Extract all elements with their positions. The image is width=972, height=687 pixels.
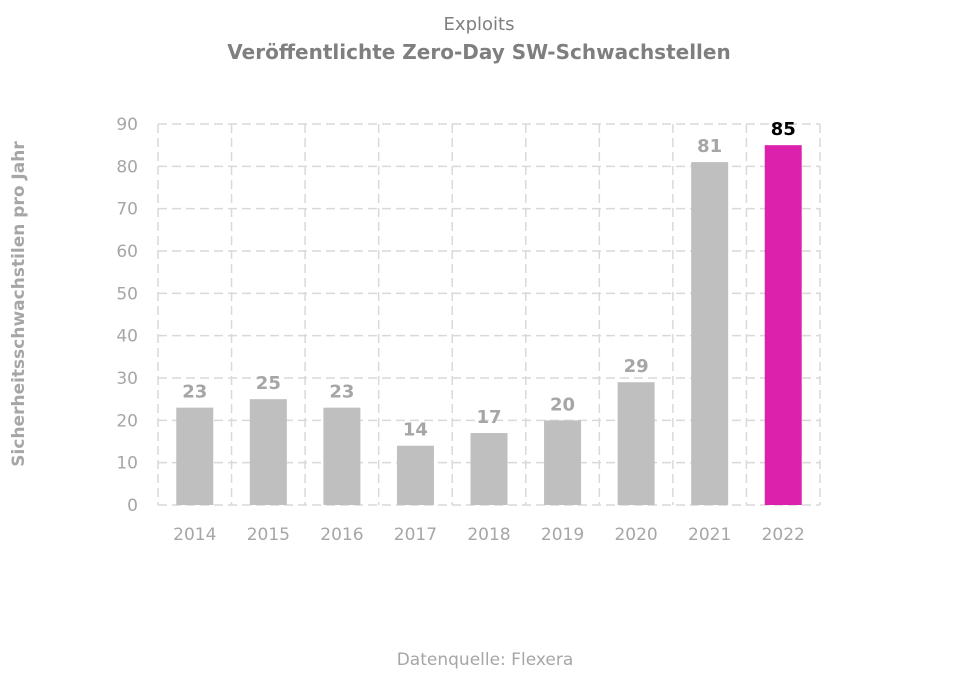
- data-label-2018: 17: [476, 407, 501, 428]
- data-label-2015: 25: [256, 373, 281, 394]
- y-tick-label: 0: [127, 496, 138, 516]
- data-label-2017: 14: [403, 420, 428, 441]
- x-tick-label-2022: 2022: [762, 525, 805, 545]
- data-label-2016: 23: [329, 382, 354, 403]
- bar-2018: [470, 433, 508, 505]
- data-source-note: Datenquelle: Flexera: [397, 650, 574, 670]
- bar-2022: [764, 145, 802, 505]
- x-tick-label-2019: 2019: [541, 525, 584, 545]
- x-tick-label-2021: 2021: [688, 525, 731, 545]
- bar-2021: [691, 162, 729, 505]
- x-tick-label-2017: 2017: [394, 525, 437, 545]
- chart-supertitle: Exploits: [444, 14, 515, 35]
- y-tick-label: 90: [116, 115, 138, 135]
- y-tick-label: 20: [116, 411, 138, 431]
- bar-2019: [544, 420, 582, 505]
- x-tick-label-2014: 2014: [173, 525, 216, 545]
- x-tick-label-2015: 2015: [247, 525, 290, 545]
- x-tick-label-2018: 2018: [467, 525, 510, 545]
- y-tick-label: 60: [116, 242, 138, 262]
- y-tick-label: 30: [116, 369, 138, 389]
- bar-2015: [249, 399, 287, 505]
- bar-series: [176, 145, 802, 505]
- y-tick-label: 50: [116, 284, 138, 304]
- x-tick-label-2016: 2016: [320, 525, 363, 545]
- data-label-2019: 20: [550, 394, 575, 415]
- x-axis-tick-labels: 2014 2015 2016 2017 2018 2019 2020 2021 2022: [173, 525, 805, 545]
- y-axis-label: Sicherheitsschwachstilen pro Jahr: [9, 141, 29, 467]
- bar-2017: [396, 445, 434, 505]
- data-labels: 23 25 23 14 17 20 29 81 85: [182, 119, 796, 441]
- y-axis-tick-labels: 0 10 20 30 40 50 60 70 80 90: [116, 115, 138, 516]
- x-tick-label-2020: 2020: [614, 525, 657, 545]
- bar-2020: [617, 382, 655, 505]
- y-tick-label: 40: [116, 327, 138, 347]
- chart-title: Veröffentlichte Zero-Day SW-Schwachstell…: [227, 40, 730, 64]
- bar-2014: [176, 407, 214, 505]
- y-tick-label: 70: [116, 200, 138, 220]
- data-label-2021: 81: [697, 136, 722, 157]
- data-label-2022: 85: [771, 119, 796, 140]
- y-tick-label: 80: [116, 157, 138, 177]
- bar-2016: [323, 407, 361, 505]
- data-label-2014: 23: [182, 382, 207, 403]
- y-tick-label: 10: [116, 454, 138, 474]
- data-label-2020: 29: [624, 356, 649, 377]
